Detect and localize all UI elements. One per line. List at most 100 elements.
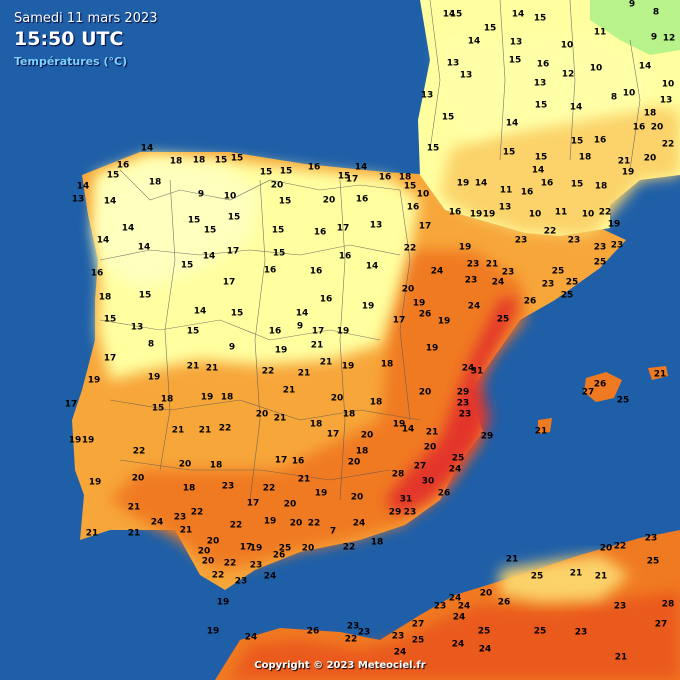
station-reading: 21 xyxy=(570,569,583,579)
station-reading: 13 xyxy=(660,96,673,106)
station-reading: 25 xyxy=(531,572,544,582)
station-reading: 23 xyxy=(515,236,528,246)
station-reading: 19 xyxy=(89,478,102,488)
menorca xyxy=(648,366,668,380)
station-reading: 22 xyxy=(599,208,612,218)
admin-borders xyxy=(99,0,641,501)
station-reading: 19 xyxy=(250,544,263,554)
station-reading: 18 xyxy=(356,447,369,457)
station-reading: 24 xyxy=(468,302,481,312)
station-reading: 14 xyxy=(138,243,151,253)
station-reading: 10 xyxy=(623,89,636,99)
station-reading: 18 xyxy=(343,410,356,420)
station-reading: 18 xyxy=(170,157,183,167)
station-reading: 15 xyxy=(338,172,351,182)
station-reading: 23 xyxy=(568,236,581,246)
station-reading: 13 xyxy=(131,323,144,333)
station-reading: 15 xyxy=(503,148,516,158)
station-reading: 22 xyxy=(224,559,237,569)
station-reading: 15 xyxy=(280,167,293,177)
north-africa-warm xyxy=(500,555,630,602)
station-reading: 14 xyxy=(402,425,415,435)
station-reading: 24 xyxy=(462,364,475,374)
station-reading: 21 xyxy=(206,364,219,374)
station-reading: 22 xyxy=(308,519,321,529)
station-reading: 13 xyxy=(72,195,85,205)
station-reading: 10 xyxy=(224,192,237,202)
station-reading: 28 xyxy=(662,600,675,610)
station-reading: 31 xyxy=(471,367,484,377)
station-reading: 21 xyxy=(618,157,631,167)
station-reading: 20 xyxy=(198,547,211,557)
station-reading: 24 xyxy=(245,633,258,643)
station-reading: 20 xyxy=(424,443,437,453)
station-reading: 15 xyxy=(181,261,194,271)
station-reading: 30 xyxy=(422,477,435,487)
station-reading: 14 xyxy=(355,163,368,173)
station-reading: 17 xyxy=(65,400,78,410)
station-reading: 27 xyxy=(582,388,595,398)
station-reading: 14 xyxy=(97,236,110,246)
station-reading: 21 xyxy=(535,427,548,437)
station-reading: 26 xyxy=(498,598,511,608)
station-reading: 15 xyxy=(272,226,285,236)
station-reading: 20 xyxy=(651,123,664,133)
station-reading: 16 xyxy=(407,203,420,213)
station-reading: 21 xyxy=(654,370,667,380)
station-reading: 18 xyxy=(370,398,383,408)
station-reading: 15 xyxy=(187,327,200,337)
station-reading: 13 xyxy=(534,79,547,89)
station-reading: 13 xyxy=(447,59,460,69)
station-reading: 18 xyxy=(381,360,394,370)
station-reading: 15 xyxy=(107,171,120,181)
station-reading: 25 xyxy=(647,557,660,567)
station-reading: 8 xyxy=(611,93,617,103)
cool-northwest xyxy=(95,160,260,290)
station-reading: 21 xyxy=(274,414,287,424)
station-reading: 14 xyxy=(639,62,652,72)
station-reading: 14 xyxy=(366,262,379,272)
station-reading: 19 xyxy=(207,627,220,637)
station-reading: 21 xyxy=(298,369,311,379)
station-reading: 16 xyxy=(91,269,104,279)
station-reading: 16 xyxy=(264,266,277,276)
station-reading: 23 xyxy=(502,268,515,278)
station-reading: 25 xyxy=(534,627,547,637)
station-reading: 25 xyxy=(552,267,565,277)
station-reading: 10 xyxy=(590,64,603,74)
station-reading: 18 xyxy=(99,293,112,303)
station-reading: 24 xyxy=(151,518,164,528)
station-reading: 22 xyxy=(219,424,232,434)
station-reading: 18 xyxy=(221,393,234,403)
station-reading: 10 xyxy=(582,210,595,220)
station-reading: 19 xyxy=(69,436,82,446)
station-reading: 20 xyxy=(600,544,613,554)
station-reading: 20 xyxy=(132,474,145,484)
station-reading: 21 xyxy=(128,503,141,513)
station-reading: 15 xyxy=(427,144,440,154)
station-reading: 15 xyxy=(404,182,417,192)
station-reading: 22 xyxy=(262,367,275,377)
station-reading: 24 xyxy=(449,465,462,475)
station-reading: 15 xyxy=(484,24,497,34)
map-parameter: Températures (°C) xyxy=(14,55,128,68)
station-reading: 19 xyxy=(426,344,439,354)
station-reading: 21 xyxy=(595,572,608,582)
station-reading: 14 xyxy=(122,224,135,234)
station-reading: 20 xyxy=(256,410,269,420)
station-reading: 11 xyxy=(555,208,568,218)
station-reading: 10 xyxy=(417,190,430,200)
station-reading: 26 xyxy=(273,551,286,561)
station-reading: 14 xyxy=(570,103,583,113)
station-reading: 22 xyxy=(133,447,146,457)
station-reading: 20 xyxy=(323,196,336,206)
station-reading: 18 xyxy=(579,153,592,163)
station-reading: 21 xyxy=(615,653,628,663)
station-reading: 18 xyxy=(644,109,657,119)
station-reading: 8 xyxy=(148,340,154,350)
land-temperature-fields xyxy=(72,0,680,680)
station-reading: 16 xyxy=(339,252,352,262)
station-reading: 16 xyxy=(594,136,607,146)
station-reading: 22 xyxy=(614,542,627,552)
station-reading: 15 xyxy=(231,154,244,164)
